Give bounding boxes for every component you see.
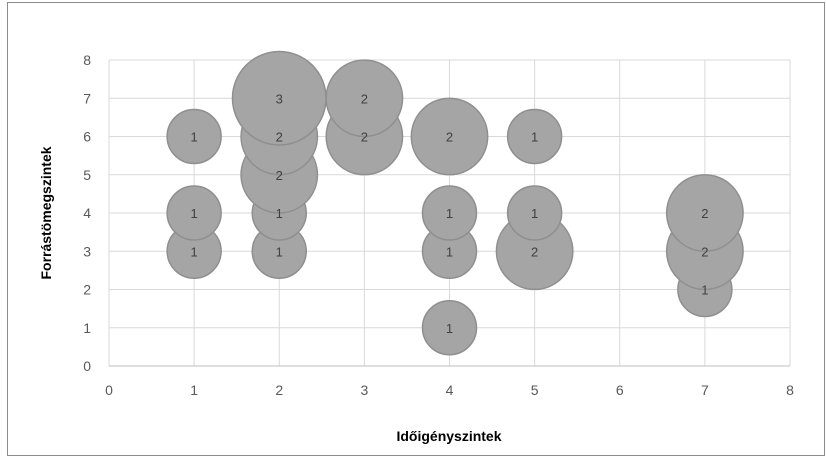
x-tick-label: 2	[275, 382, 283, 398]
bubble-point	[421, 185, 478, 241]
bubble-data-label: 1	[446, 244, 453, 259]
bubble-point	[166, 185, 222, 241]
x-tick-label: 3	[360, 382, 368, 398]
y-tick-label: 7	[83, 90, 91, 106]
x-tick-label: 0	[105, 382, 113, 398]
y-tick-label: 8	[83, 52, 91, 68]
x-tick-label: 6	[616, 382, 624, 398]
x-axis-title: Időigényszintek	[396, 428, 501, 444]
bubble-data-label: 1	[531, 206, 538, 221]
bubble-data-label: 3	[276, 91, 283, 106]
bubble-point	[506, 108, 563, 165]
bubble-data-label: 2	[446, 130, 453, 145]
tick-labels: 0 1 2 3 4 5 6 7 8 0 1 2 3 4 5 6 7 8	[83, 52, 794, 398]
bubble-data-label: 2	[361, 91, 368, 106]
bubble-data-label: 2	[361, 130, 368, 145]
bubble-point	[166, 108, 222, 165]
bubble-data-label: 1	[191, 206, 198, 221]
y-tick-label: 3	[83, 243, 91, 259]
bubble-data-label: 1	[446, 321, 453, 336]
bubble-data-label: 2	[276, 168, 283, 183]
bubble-point	[665, 174, 744, 252]
x-tick-label: 8	[786, 382, 794, 398]
y-tick-label: 6	[83, 129, 91, 145]
bubbles: 1 1 1 1 1 2 2 3 2 2 1 1 1 2 2 1 1 1 2 2	[166, 50, 744, 356]
x-tick-label: 5	[531, 382, 539, 398]
bubble-data-label: 1	[446, 206, 453, 221]
bubble-data-label: 2	[276, 130, 283, 145]
x-tick-label: 1	[190, 382, 198, 398]
bubble-data-label: 2	[701, 206, 708, 221]
x-tick-label: 4	[446, 382, 454, 398]
bubble-data-label: 2	[531, 244, 538, 259]
y-tick-label: 1	[83, 320, 91, 336]
bubble-point	[506, 185, 563, 241]
bubble-data-label: 1	[276, 244, 283, 259]
y-tick-label: 4	[83, 205, 91, 221]
bubble-data-label: 2	[701, 244, 708, 259]
x-tick-label: 7	[701, 382, 709, 398]
bubble-point	[325, 59, 404, 138]
bubble-data-label: 1	[191, 130, 198, 145]
y-tick-label: 0	[83, 358, 91, 374]
bubble-data-label: 1	[701, 283, 708, 298]
y-axis-title: Forrástömegszintek	[38, 146, 54, 279]
bubble-point	[421, 300, 478, 356]
bubble-data-label: 1	[531, 130, 538, 145]
y-tick-label: 2	[83, 282, 91, 298]
bubble-data-label: 1	[191, 244, 198, 259]
bubble-data-label: 1	[276, 206, 283, 221]
bubble-point	[410, 97, 489, 176]
gridlines	[108, 59, 791, 367]
y-tick-label: 5	[83, 167, 91, 183]
